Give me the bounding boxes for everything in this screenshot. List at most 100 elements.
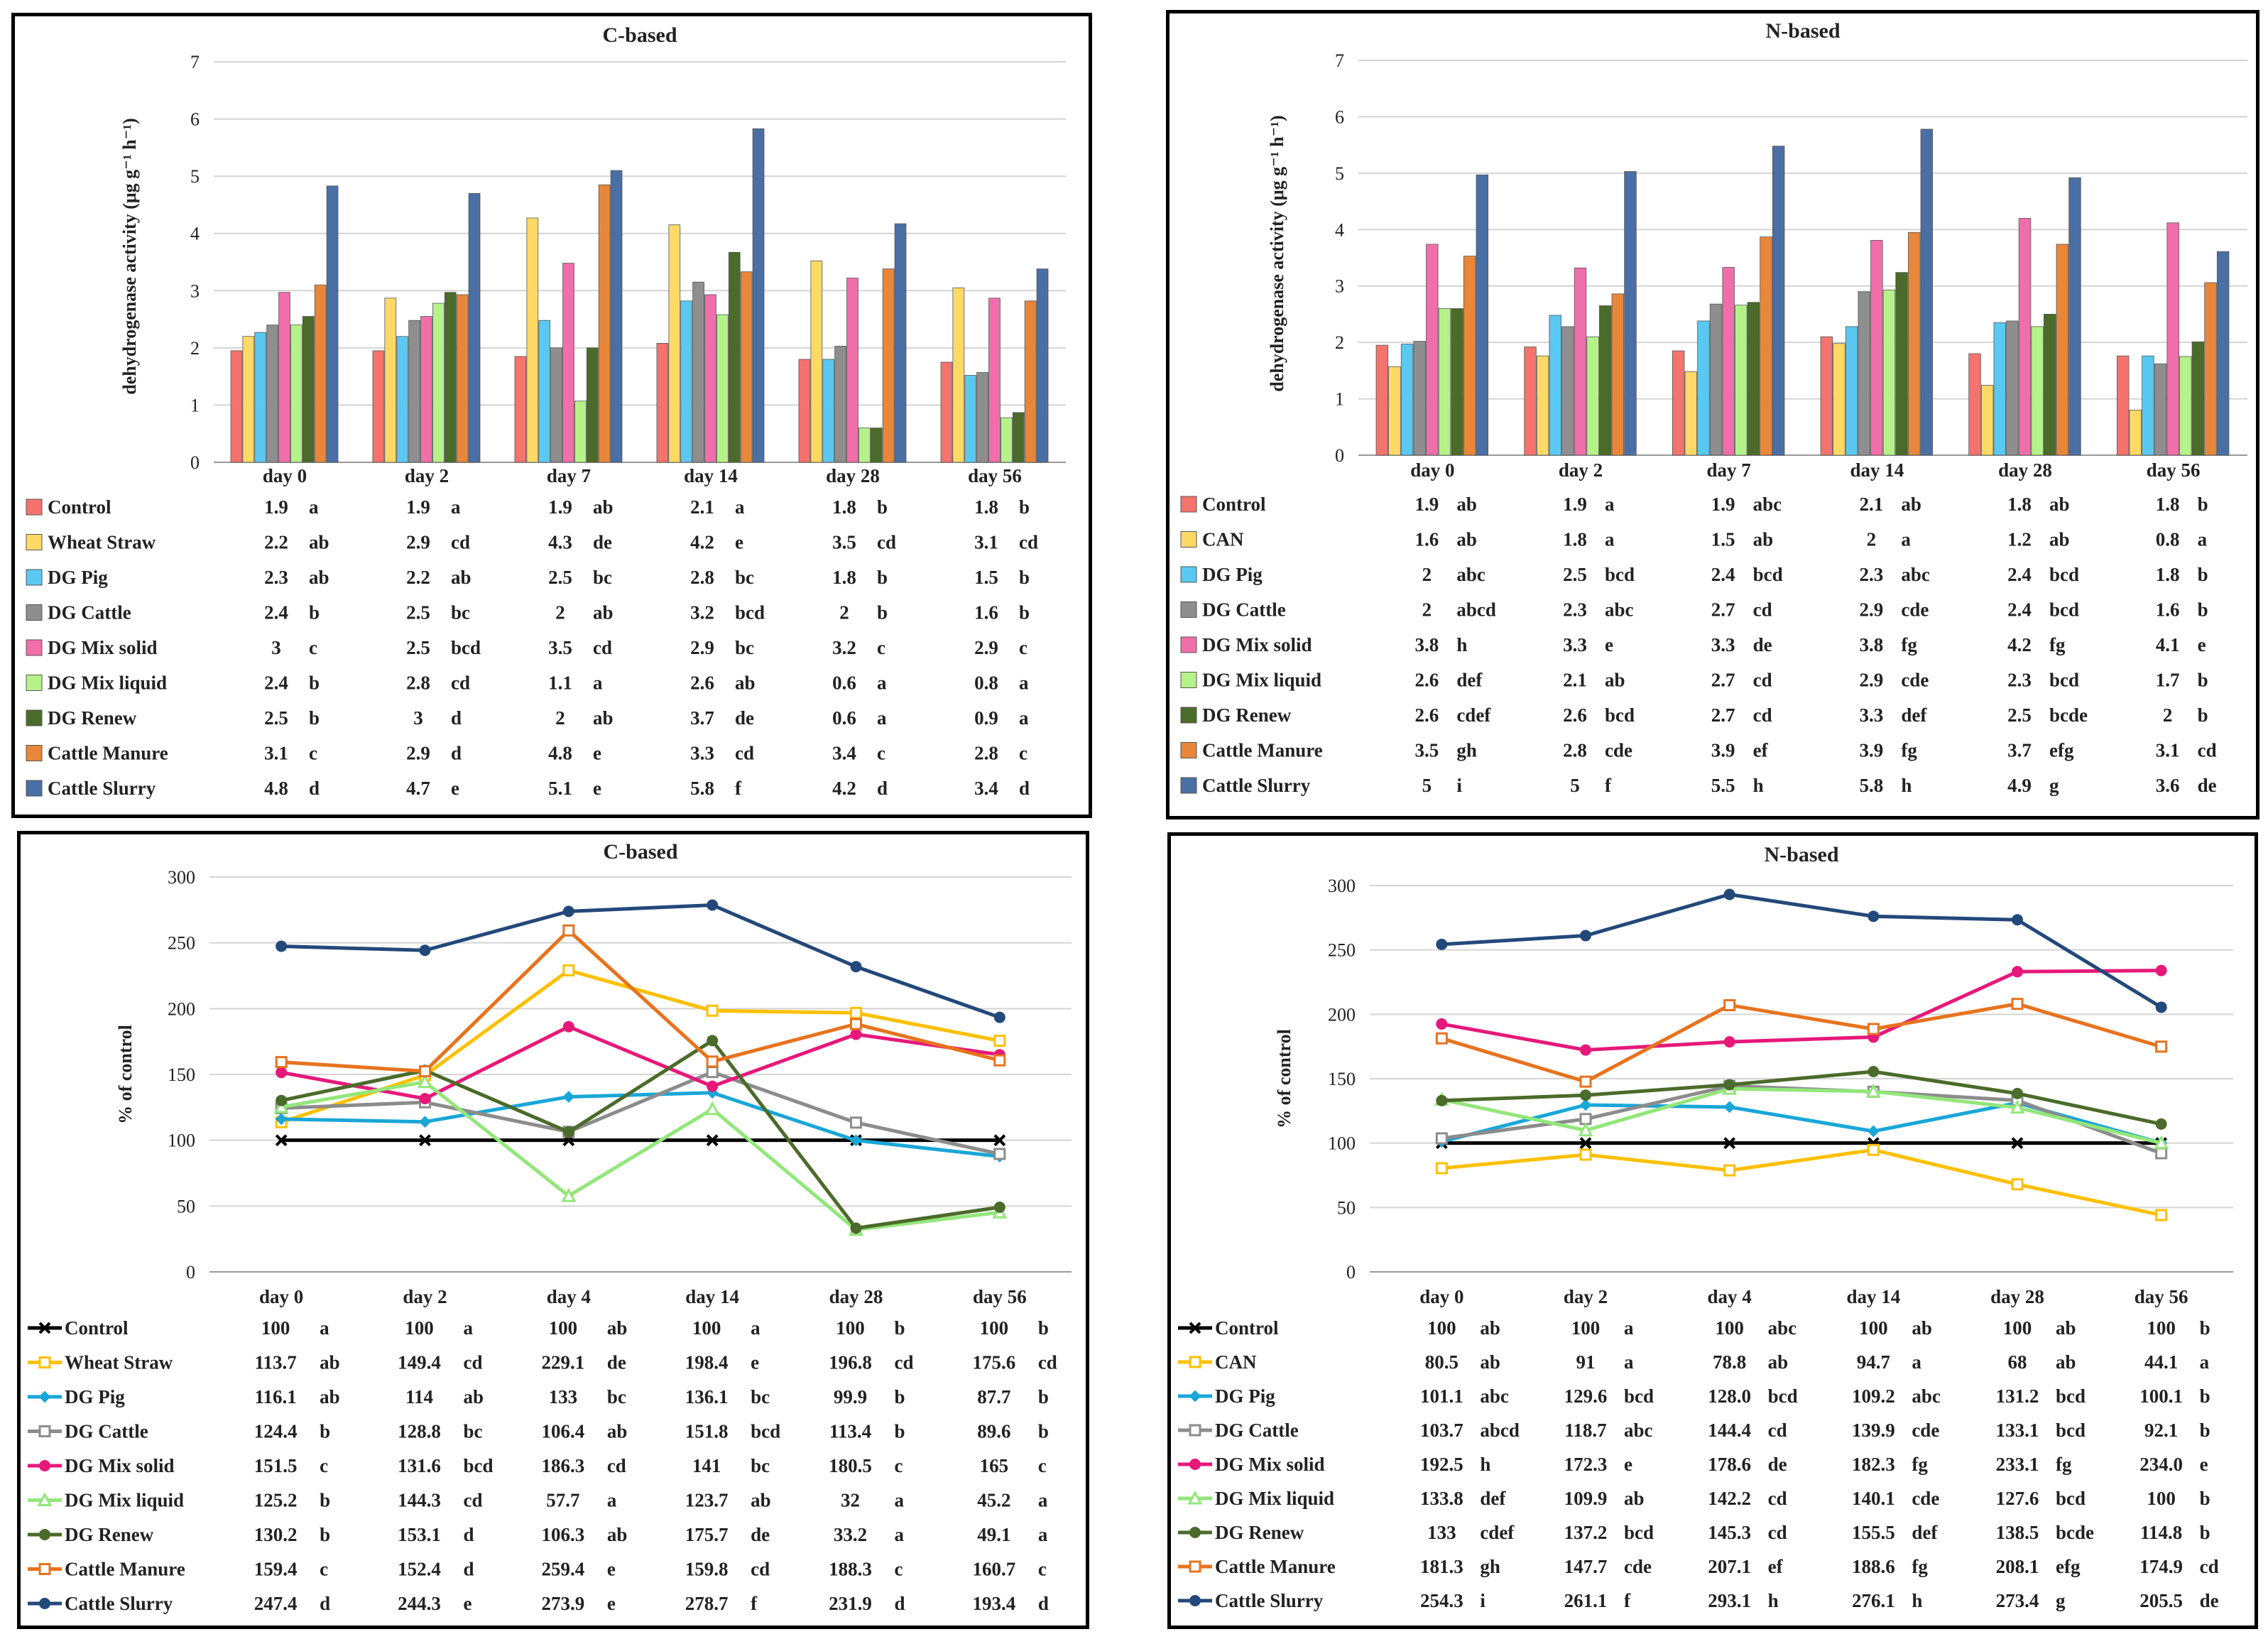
bar-can — [2129, 410, 2142, 456]
data-value-label: 2.5 — [2007, 704, 2032, 726]
point-can — [1435, 1162, 1448, 1175]
point-dg-renew — [1723, 1079, 1735, 1091]
data-value-label: 3.9 — [1711, 740, 1735, 761]
data-value-label: 2.8 — [1563, 740, 1587, 761]
significance-letter: cde — [1912, 1488, 1939, 1509]
data-value-label: 172.3 — [1564, 1454, 1608, 1475]
significance-letter: de — [2200, 1590, 2219, 1611]
data-value-label: 188.6 — [1852, 1556, 1895, 1577]
y-tick-label: 200 — [168, 998, 195, 1019]
y-tick-label: 50 — [1337, 1197, 1356, 1218]
significance-letter: bc — [464, 1421, 483, 1442]
significance-letter: cd — [1768, 1420, 1787, 1441]
data-value-label: 87.7 — [977, 1386, 1010, 1407]
significance-letter: cd — [451, 532, 470, 553]
data-value-label: 116.1 — [255, 1386, 297, 1407]
significance-letter: abc — [1624, 1420, 1653, 1441]
x-tick-label: day 2 — [1559, 459, 1603, 481]
legend-label: DG Mix liquid — [1215, 1488, 1334, 1509]
data-value-label: 4.7 — [406, 778, 430, 799]
significance-letter: a — [1038, 1524, 1048, 1545]
legend-key-control — [26, 499, 43, 516]
point-cattle-slurry — [1868, 910, 1880, 922]
bar-dg-cattle — [976, 372, 988, 463]
point-can — [2155, 1209, 2168, 1221]
legend-key-control — [1180, 496, 1197, 513]
data-value-label: 2.5 — [1563, 564, 1587, 585]
significance-letter: a — [320, 1317, 329, 1339]
chart-svg: N-based 0 50 100 150 200 250 300 % of control day… — [1178, 843, 2233, 1611]
data-value-label: 113.4 — [829, 1421, 871, 1442]
bar-control — [1672, 350, 1685, 456]
significance-letter: cdef — [1480, 1522, 1515, 1543]
data-value-label: 259.4 — [541, 1559, 584, 1580]
significance-letter: d — [464, 1524, 474, 1545]
significance-letter: d — [309, 778, 320, 799]
x-tick-label: day 2 — [1564, 1286, 1608, 1307]
significance-letter: bcd — [464, 1455, 494, 1476]
point-dg-renew — [1436, 1094, 1448, 1106]
point-dg-mix-solid — [1436, 1018, 1448, 1030]
line-cattle-slurry — [1441, 893, 2162, 1009]
significance-letter: cd — [464, 1490, 483, 1511]
significance-letter: a — [2200, 1351, 2210, 1373]
line-dg-mix-solid — [280, 1025, 1001, 1101]
legend-label: Cattle Slurry — [1202, 775, 1311, 796]
significance-letter: d — [1038, 1593, 1049, 1614]
significance-letter: ab — [1768, 1351, 1789, 1373]
data-value-label: 80.5 — [1425, 1351, 1459, 1373]
chart-n-based-percent: N-based 0 50 100 150 200 250 300 % of control day… — [1167, 832, 2258, 1629]
data-value-label: 2.8 — [690, 567, 714, 588]
significance-letter: fg — [1912, 1454, 1928, 1475]
data-value-label: 2.8 — [406, 673, 430, 694]
data-value-label: 261.1 — [1564, 1590, 1608, 1611]
data-value-label: 2.8 — [974, 743, 998, 764]
bar-wheat-straw — [526, 217, 539, 463]
data-value-label: 3.5 — [1414, 740, 1439, 761]
data-value-label: 3.3 — [1859, 704, 1883, 726]
legend-label: CAN — [1202, 529, 1244, 550]
significance-letter: cd — [1753, 704, 1772, 726]
significance-letter: bc — [751, 1386, 770, 1407]
significance-letter: i — [1456, 775, 1462, 796]
data-value-label: 125.2 — [254, 1490, 298, 1511]
data-value-label: 0.9 — [974, 707, 998, 729]
point-dg-renew — [850, 1222, 862, 1234]
significance-letter: a — [309, 496, 319, 518]
legend-label: DG Mix liquid — [1202, 670, 1321, 691]
data-value-label: 128.8 — [398, 1421, 441, 1442]
line-dg-mix-solid — [1441, 969, 2161, 1052]
line-dg-cattle — [281, 1070, 1001, 1156]
data-value-label: 2.4 — [264, 602, 288, 624]
significance-letter: gh — [1480, 1556, 1500, 1577]
point-dg-renew — [1868, 1066, 1880, 1078]
data-value-label: 2.3 — [2007, 670, 2032, 691]
legend-label: Control — [1215, 1317, 1279, 1339]
point-cattle-manure — [419, 1065, 431, 1078]
data-value-label: 5 — [1570, 775, 1580, 796]
significance-letter: ef — [1768, 1556, 1784, 1577]
bar-can — [1536, 355, 1549, 456]
bar-control — [1820, 336, 1833, 456]
data-value-label: 196.8 — [829, 1352, 872, 1373]
significance-letter: h — [1753, 775, 1764, 796]
bar-cattle-manure — [740, 271, 753, 463]
data-value-label: 109.2 — [1852, 1385, 1895, 1407]
y-tick-label: 7 — [190, 52, 200, 72]
point-control — [706, 1134, 719, 1147]
significance-letter: cd — [735, 743, 754, 764]
bar-dg-mix-solid — [1426, 244, 1439, 456]
x-tick-label: day 2 — [405, 465, 449, 486]
legend-label: Cattle Slurry — [1215, 1590, 1324, 1611]
significance-letter: cde — [1912, 1420, 1939, 1441]
point-cattle-manure — [2011, 998, 2024, 1011]
significance-letter: b — [2198, 704, 2208, 726]
data-value-label: 144.3 — [398, 1490, 441, 1511]
legend-key-cattle-manure — [1180, 742, 1197, 758]
legend-label: Control — [65, 1317, 129, 1339]
data-value-label: 94.7 — [1857, 1351, 1890, 1373]
data-value-label: 153.1 — [398, 1524, 441, 1545]
x-tick-label: day 0 — [259, 1286, 303, 1307]
significance-letter: cd — [751, 1559, 770, 1580]
legend-marker-cattle-manure — [1189, 1560, 1201, 1573]
